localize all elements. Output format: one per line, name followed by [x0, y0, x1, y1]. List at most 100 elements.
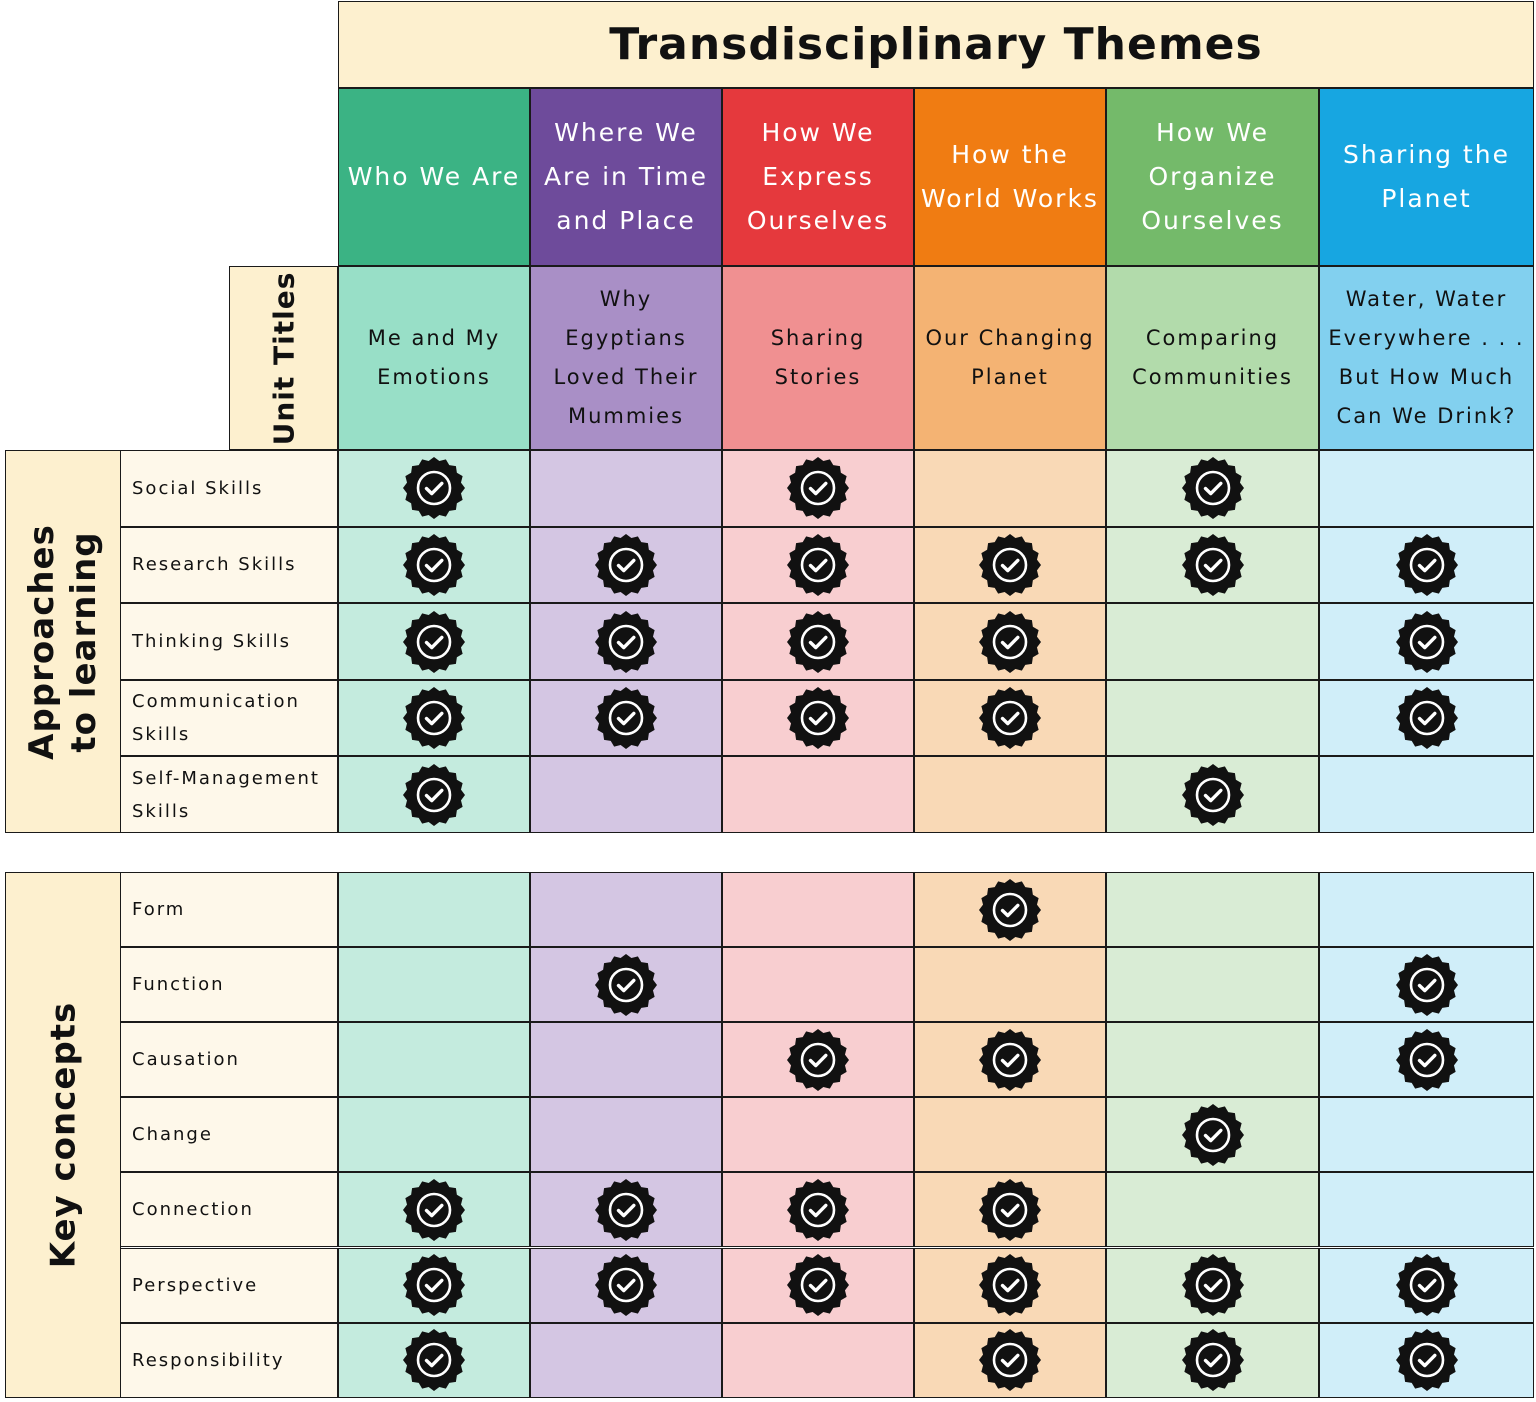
- theme-name: How the World Works: [921, 140, 1099, 213]
- check-badge-icon: [1181, 1328, 1245, 1392]
- matrix-cell: [914, 1097, 1106, 1173]
- check-badge-icon: [402, 456, 466, 520]
- check-badge-icon: [786, 456, 850, 520]
- theme-name: How We Organize Ourselves: [1141, 118, 1284, 235]
- check-badge-icon: [1181, 763, 1245, 827]
- matrix-cell: [1106, 679, 1319, 757]
- matrix-cell: [1319, 1097, 1534, 1173]
- row-label-1-2: Research Skills: [120, 526, 338, 604]
- theme-name: How We Express Ourselves: [746, 118, 890, 235]
- matrix-cell: [722, 872, 914, 948]
- unit-title-text: Why Egyptians Loved Their Mummies: [553, 287, 699, 428]
- unit-title-text: Comparing Communities: [1132, 326, 1293, 389]
- row-label-2-5: Connection: [120, 1172, 338, 1248]
- row-label-text: Connection: [132, 1199, 254, 1221]
- check-badge-icon: [1395, 1253, 1459, 1317]
- unit-title-6: Water, Water Everywhere . . . But How Mu…: [1319, 266, 1534, 450]
- check-badge-icon: [786, 610, 850, 674]
- theme-header-5: How We Organize Ourselves: [1106, 88, 1319, 266]
- theme-name: Where We Are in Time and Place: [543, 118, 709, 235]
- check-badge-icon: [1395, 686, 1459, 750]
- matrix-cell: [530, 1322, 722, 1398]
- row-label-2-1: Form: [120, 872, 338, 948]
- matrix-cell: [530, 450, 722, 527]
- matrix-cell: [722, 947, 914, 1023]
- row-label-1-4: Communication Skills: [120, 679, 338, 757]
- theme-header-1: Who We Are: [338, 88, 530, 266]
- matrix-cell: [914, 450, 1106, 527]
- theme-header-3: How We Express Ourselves: [722, 88, 914, 266]
- theme-name: Sharing the Planet: [1343, 140, 1510, 213]
- matrix-cell: [1106, 603, 1319, 680]
- matrix-cell: [1106, 872, 1319, 948]
- row-label-text: Communication Skills: [132, 691, 300, 746]
- row-label-2-7: Responsibility: [120, 1322, 338, 1398]
- check-badge-icon: [978, 1178, 1042, 1242]
- check-badge-icon: [978, 1028, 1042, 1092]
- check-badge-icon: [594, 533, 658, 597]
- row-label-2-6: Perspective: [120, 1247, 338, 1323]
- row-label-text: Responsibility: [132, 1349, 285, 1371]
- matrix-cell: [1106, 1022, 1319, 1098]
- matrix-cell: [722, 756, 914, 833]
- check-badge-icon: [1181, 1103, 1245, 1167]
- check-badge-icon: [594, 1178, 658, 1242]
- section-label-box-2: Key concepts: [5, 872, 121, 1398]
- row-label-2-4: Change: [120, 1097, 338, 1173]
- matrix-cell: [914, 947, 1106, 1023]
- check-badge-icon: [1181, 456, 1245, 520]
- check-badge-icon: [786, 533, 850, 597]
- row-label-text: Form: [132, 899, 186, 921]
- check-badge-icon: [594, 686, 658, 750]
- matrix-cell: [338, 947, 530, 1023]
- row-label-text: Change: [132, 1124, 213, 1146]
- unit-title-text: Our Changing Planet: [925, 326, 1095, 389]
- unit-title-3: Sharing Stories: [722, 266, 914, 450]
- section-label-box-1: Approaches to learning: [5, 450, 121, 833]
- check-badge-icon: [978, 1328, 1042, 1392]
- row-label-text: Self-Management Skills: [132, 767, 320, 822]
- check-badge-icon: [786, 686, 850, 750]
- row-label-text: Research Skills: [132, 554, 297, 576]
- check-badge-icon: [594, 610, 658, 674]
- row-label-text: Thinking Skills: [132, 630, 292, 652]
- theme-header-6: Sharing the Planet: [1319, 88, 1534, 266]
- row-label-2-2: Function: [120, 947, 338, 1023]
- matrix-cell: [338, 1022, 530, 1098]
- check-badge-icon: [978, 686, 1042, 750]
- check-badge-icon: [1395, 610, 1459, 674]
- check-badge-icon: [402, 686, 466, 750]
- theme-header-2: Where We Are in Time and Place: [530, 88, 722, 266]
- matrix-cell: [338, 872, 530, 948]
- row-label-1-5: Self-Management Skills: [120, 756, 338, 833]
- matrix-cell: [1319, 1172, 1534, 1248]
- row-label-text: Social Skills: [132, 477, 264, 499]
- matrix-cell: [914, 756, 1106, 833]
- title-banner: Transdisciplinary Themes: [338, 1, 1534, 88]
- matrix-cell: [530, 1022, 722, 1098]
- check-badge-icon: [402, 610, 466, 674]
- check-badge-icon: [978, 878, 1042, 942]
- check-badge-icon: [1181, 1253, 1245, 1317]
- theme-header-4: How the World Works: [914, 88, 1106, 266]
- check-badge-icon: [1181, 533, 1245, 597]
- check-badge-icon: [1395, 533, 1459, 597]
- unit-title-4: Our Changing Planet: [914, 266, 1106, 450]
- check-badge-icon: [594, 953, 658, 1017]
- check-badge-icon: [978, 533, 1042, 597]
- check-badge-icon: [1395, 1328, 1459, 1392]
- unit-title-text: Sharing Stories: [770, 326, 866, 389]
- section-label: Key concepts: [43, 1001, 84, 1269]
- unit-titles-label: Unit Titles: [267, 271, 300, 445]
- matrix-cell: [530, 756, 722, 833]
- matrix-cell: [1106, 1172, 1319, 1248]
- unit-title-text: Water, Water Everywhere . . . But How Mu…: [1328, 287, 1525, 428]
- matrix-cell: [1319, 872, 1534, 948]
- matrix-cell: [1106, 947, 1319, 1023]
- check-badge-icon: [978, 1253, 1042, 1317]
- unit-title-5: Comparing Communities: [1106, 266, 1319, 450]
- check-badge-icon: [786, 1253, 850, 1317]
- matrix-cell: [530, 872, 722, 948]
- matrix-cell: [722, 1097, 914, 1173]
- row-label-text: Function: [132, 974, 225, 996]
